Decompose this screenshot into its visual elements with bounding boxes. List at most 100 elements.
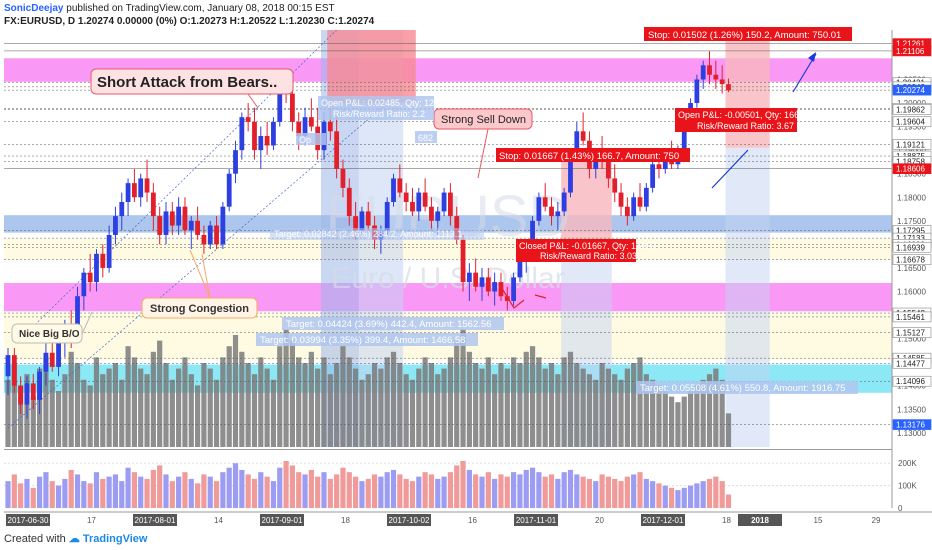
candle-body <box>435 211 441 221</box>
overlay-volume-bar <box>346 357 352 447</box>
volume-bar <box>55 485 62 508</box>
overlay-volume-bar <box>359 379 365 447</box>
overlay-volume-bar <box>454 340 460 447</box>
volume-bar <box>270 481 277 508</box>
time-tick-box <box>260 514 304 526</box>
price-label-value: 1.20274 <box>896 86 925 95</box>
time-tick-label: 2017-11-01 <box>516 516 557 525</box>
symbol-line: FX:EURUSD, D 1.20274 0.00000 (0%) O:1.20… <box>4 16 375 27</box>
overlay-volume-bar <box>694 385 700 447</box>
overlay-volume-bar <box>529 346 536 447</box>
overlay-volume-bar <box>11 363 17 447</box>
overlay-volume-bar <box>150 351 156 447</box>
volume-bar <box>289 465 295 508</box>
volume-bar <box>650 481 656 508</box>
overlay-volume-bar <box>138 368 144 447</box>
volume-bar <box>277 467 283 508</box>
candle-body <box>258 136 264 151</box>
time-tick-label: 2017-09-01 <box>262 516 303 525</box>
price-label-value: 1.13176 <box>896 421 925 430</box>
price-label-value: 1.19862 <box>896 106 925 115</box>
volume-bar <box>283 460 289 508</box>
overlay-volume-bar <box>567 351 574 447</box>
overlay-volume-bar <box>378 368 384 447</box>
candle-body <box>511 277 516 301</box>
overlay-volume-bar <box>81 379 87 447</box>
candle-body <box>157 216 163 235</box>
volume-bar <box>327 478 333 508</box>
volume-bar <box>239 469 245 508</box>
volume-bar <box>681 487 687 508</box>
price-tick-label: 1.16500 <box>897 264 926 273</box>
time-axis[interactable]: 2017-06-30 17 2017-08-01 14 2017-09-01 18 2017… <box>4 511 932 526</box>
overlay-volume-bar <box>49 379 55 447</box>
candle-body <box>11 355 17 386</box>
price-label-box <box>892 84 932 96</box>
volume-bar <box>504 476 510 508</box>
overlay-volume-bar <box>618 379 624 447</box>
short-attack-text: Short Attack from Bears.. <box>97 74 277 91</box>
candle-body <box>308 117 314 127</box>
overlay-volume-bar <box>536 357 542 447</box>
overlay-volume-bar <box>251 374 258 447</box>
price-label-value: 1.14477 <box>896 359 925 368</box>
candle-body <box>498 282 504 297</box>
candle-body <box>327 121 333 132</box>
overlay-volume-bar <box>612 374 618 447</box>
volume-bar <box>207 476 213 508</box>
candle-body <box>201 234 207 245</box>
overlay-volume-bar <box>182 357 188 447</box>
price-axis[interactable]: 1.205001.200001.195001.190001.185001.180… <box>891 30 932 508</box>
overlay-volume-bar <box>599 363 605 447</box>
nice-big-text: Nice Big B/O <box>19 329 80 340</box>
overlay-volume-bar <box>473 363 479 447</box>
num-682-text: 682 <box>418 133 433 143</box>
stop-top-label <box>644 27 852 41</box>
author-name[interactable]: SonicDeejay <box>4 3 64 14</box>
volume-bar <box>548 474 555 508</box>
overlay-volume-bar <box>176 368 182 447</box>
price-label-box <box>892 375 932 387</box>
overlay-volume-bar <box>365 374 371 447</box>
volume-bar <box>675 490 681 508</box>
price-label-box <box>892 311 932 323</box>
candle-body <box>606 159 611 179</box>
strong-sell-text: Strong Sell Down <box>441 114 526 126</box>
volume-bar <box>119 481 125 508</box>
candle-body <box>561 192 567 212</box>
volume-bar <box>498 474 504 508</box>
candle-body <box>700 65 706 80</box>
price-label-value: 1.14096 <box>896 377 925 386</box>
volume-bar <box>378 476 384 508</box>
time-tick-label: 20 <box>595 516 604 525</box>
candle-body <box>169 211 175 226</box>
tradingview-logo[interactable]: ☁ TradingView <box>69 533 148 545</box>
candle-body <box>580 131 586 141</box>
bottom-arrow <box>534 294 547 299</box>
overlay-volume-bar <box>157 340 163 447</box>
overlay-volume-bar <box>169 379 175 447</box>
footer: Created with ☁ TradingView <box>4 532 147 545</box>
candle-body <box>106 234 112 268</box>
target1-label <box>282 317 504 330</box>
overlay-volume-bar <box>725 413 732 447</box>
volume-bar <box>182 472 188 508</box>
volume-bar <box>176 476 182 508</box>
price-label-box <box>892 254 932 265</box>
candle-body <box>150 192 156 217</box>
candle-body <box>726 84 731 91</box>
overlay-volume-bar <box>213 379 220 447</box>
overlay-volume-bar <box>447 357 453 447</box>
overlay-volume-bar <box>62 374 68 447</box>
volume-bar <box>725 494 732 508</box>
overlay-volume-bar <box>106 368 112 447</box>
candle-body <box>226 173 232 207</box>
volume-bar <box>599 474 605 508</box>
candle-body <box>163 211 169 235</box>
volume-bar <box>346 472 352 508</box>
volume-bar <box>580 476 586 508</box>
candle-body <box>410 201 415 212</box>
time-tick-label: 2017-06-30 <box>8 516 49 525</box>
overlay-volume-bar <box>409 379 416 447</box>
